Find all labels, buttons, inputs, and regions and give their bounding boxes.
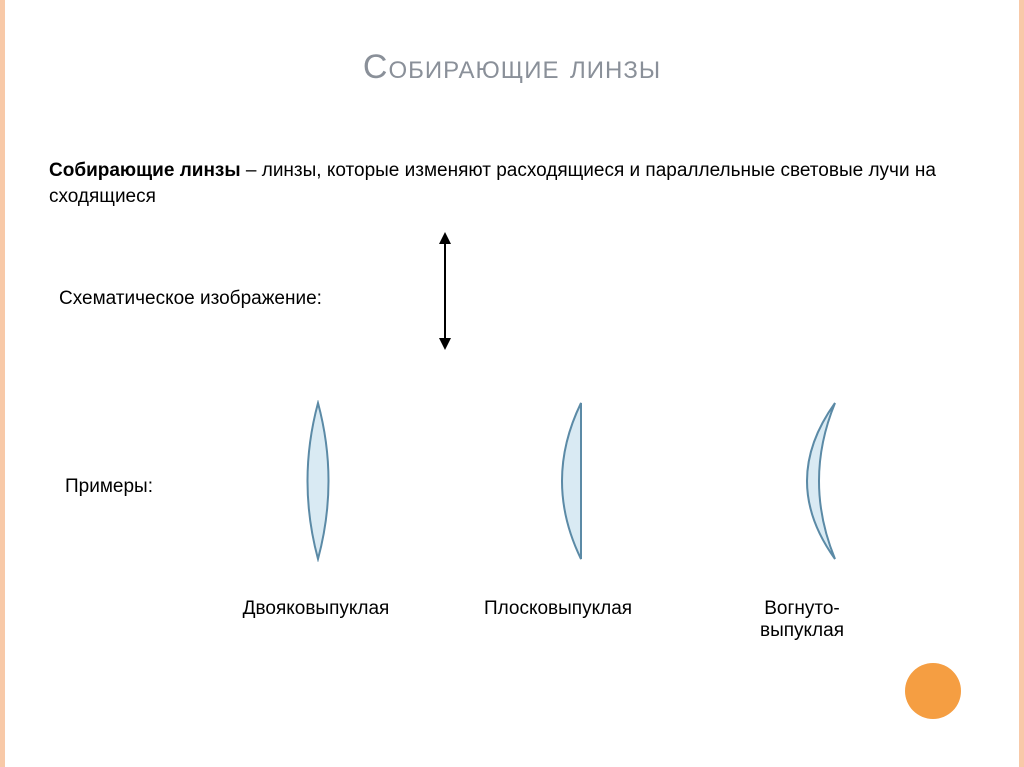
concave-convex-lens-shape	[783, 400, 853, 567]
definition-term: Собирающие линзы	[49, 160, 241, 181]
definition-text: Собирающие линзы – линзы, которые изменя…	[49, 158, 975, 209]
concaveconvex-label: Вогнуто-выпуклая	[737, 598, 867, 642]
planoconvex-lens-shape	[539, 400, 599, 567]
slide-title: Собирающие линзы	[5, 0, 1019, 87]
accent-circle-icon	[905, 663, 961, 719]
slide-container: Собирающие линзы Собирающие линзы – линз…	[0, 0, 1024, 767]
biconvex-lens-shape	[293, 400, 343, 567]
schematic-label: Схематическое изображение:	[59, 288, 322, 310]
planoconvex-label: Плосковыпуклая	[473, 598, 643, 620]
biconvex-label: Двояковыпуклая	[231, 598, 401, 620]
examples-label: Примеры:	[65, 476, 153, 498]
converging-lens-symbol	[435, 232, 455, 355]
